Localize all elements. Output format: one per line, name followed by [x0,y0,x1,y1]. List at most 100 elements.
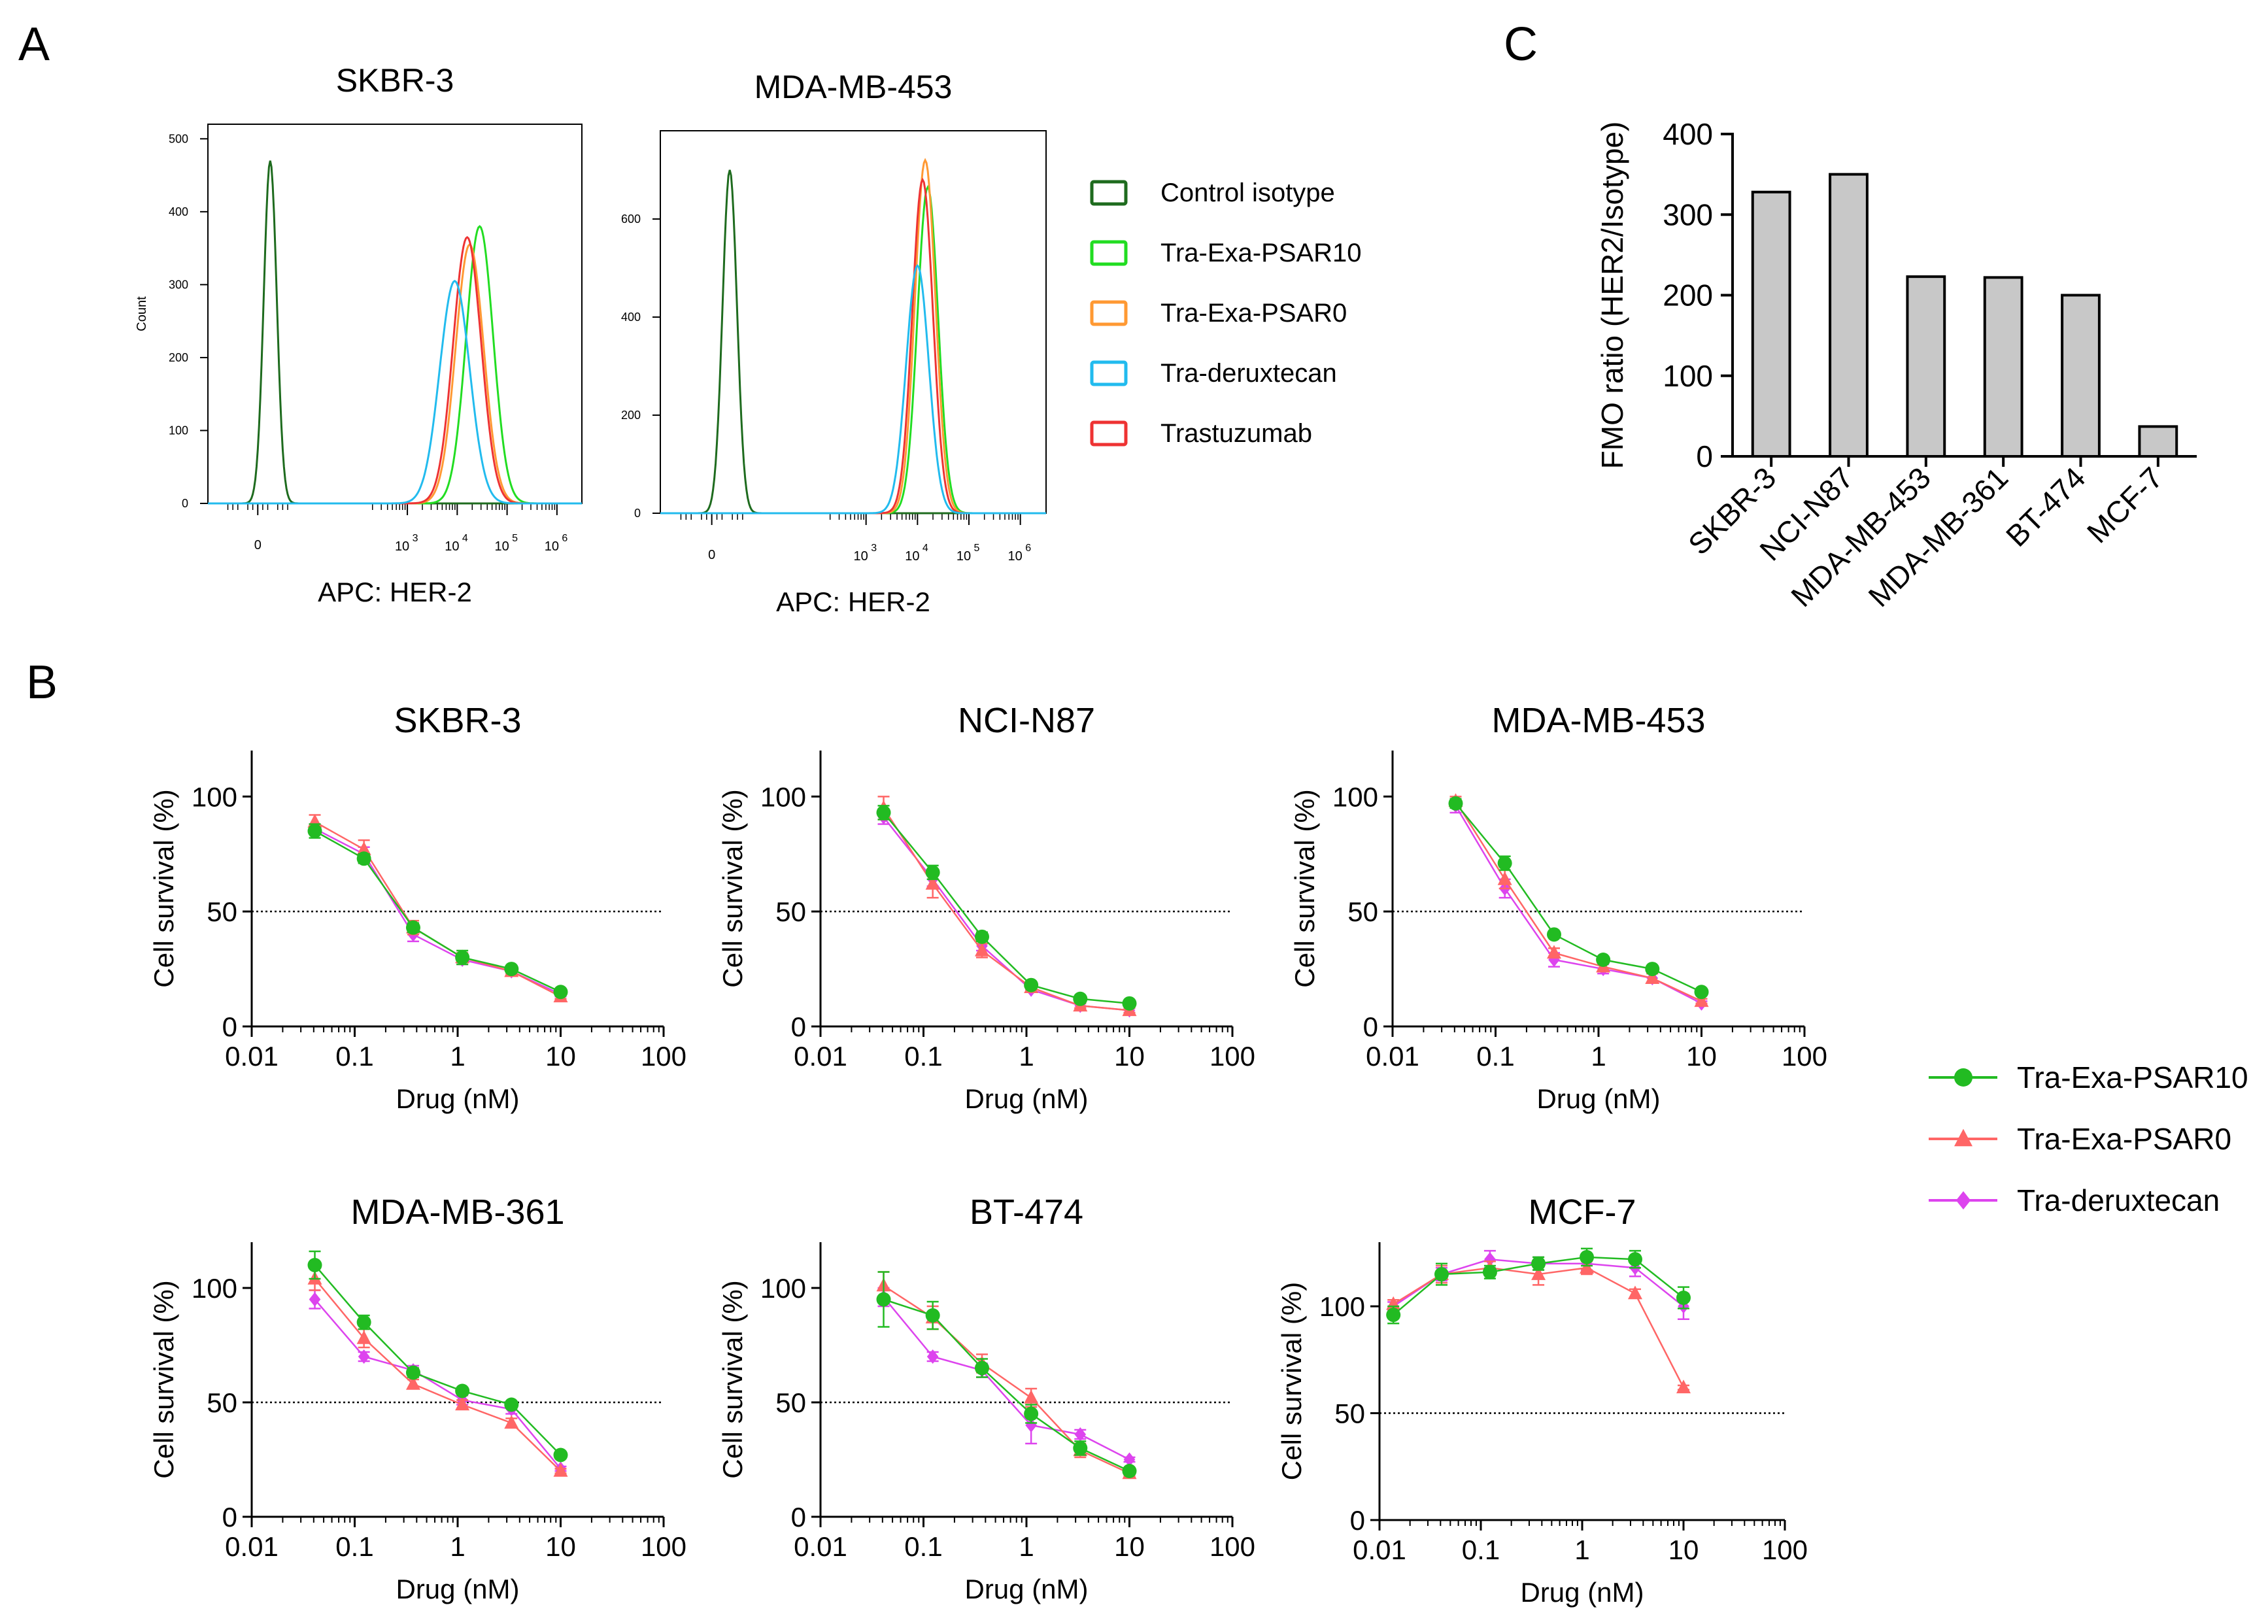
y-tick-label: 50 [1347,896,1378,927]
data-point-circle [1627,1252,1642,1267]
bar [2138,425,2178,458]
data-point-triangle [1546,945,1561,959]
data-point-triangle [356,1330,371,1344]
legend-label: Tra-Exa-PSAR10 [1160,239,1362,267]
x-tick-base: 10 [395,539,409,554]
x-tick-exponent: 4 [462,533,468,544]
y-axis-label: Cell survival (%) [1276,1282,1307,1480]
legend-swatch [1090,420,1128,447]
y-tick-label: 0 [222,1011,237,1042]
dose-response-b6: MCF-7 0 50 100 Cell survival (%) 0.01 0.1 1 10 10… [1276,1193,1808,1608]
x-tick-base: 10 [494,539,509,554]
data-point-triangle [925,875,940,890]
data-point-triangle [1531,1266,1546,1280]
data-point-triangle [1497,871,1512,885]
series-line [1455,800,1702,1002]
x-axis-label: APC: HER-2 [776,586,930,617]
x-tick-label: 1 [450,1041,465,1072]
series-line [883,817,1130,1011]
x-tick-label: 1 [450,1531,465,1562]
histogram-title: SKBR-3 [336,62,454,99]
y-tick-label: 50 [207,896,237,927]
series-line [1455,803,1702,993]
x-tick-label: 0.01 [794,1531,847,1562]
y-tick-label: 100 [192,781,237,812]
x-tick-label: 0.01 [1366,1041,1419,1072]
data-point-triangle [405,1376,420,1390]
dose-response-b1: SKBR-3 0 50 100 Cell survival (%) 0.01 0.1 1 10 1… [148,701,686,1114]
x-tick-base: 10 [545,539,559,554]
x-tick-label: 100 [1762,1534,1808,1565]
data-point-circle [1434,1267,1449,1282]
panel-label-a: A [18,18,50,71]
y-tick-label: 0 [791,1502,806,1532]
plot-title: SKBR-3 [394,701,521,740]
legend-swatch [1090,240,1128,266]
data-point-circle [1596,953,1611,968]
histogram-curve [208,160,582,505]
legend-label: Tra-deruxtecan [2017,1183,2220,1217]
legend-a: Control isotype Tra-Exa-PSAR10 Tra-Exa-PSA… [1090,178,1362,448]
data-point-triangle [1580,1260,1595,1274]
dose-response-b3: MDA-MB-453 0 50 100 Cell survival (%) 0.01 0.1… [1289,701,1827,1114]
x-tick-label: 0.01 [1353,1534,1406,1565]
data-point-circle [1497,856,1512,871]
data-point-circle [1122,996,1137,1011]
data-point-triangle [974,942,989,956]
x-tick-label: 100 [641,1531,686,1562]
data-point-circle [876,805,891,820]
legend-label: Tra-Exa-PSAR0 [2017,1122,2231,1156]
y-tick-label: 100 [1319,1291,1365,1322]
x-tick-label: 100 [1210,1041,1255,1072]
data-point-circle [1546,927,1561,942]
bar [1829,173,1869,458]
x-tick-label: 0.1 [335,1041,373,1072]
y-tick-label: 100 [192,1273,237,1304]
data-point-circle [1645,962,1660,977]
data-point-circle [504,1397,519,1412]
dose-response-b5: BT-474 0 50 100 Cell survival (%) 0.01 0.1 1 10 1… [717,1193,1255,1604]
data-point-circle [974,929,989,944]
histogram-curve [660,169,1046,515]
x-tick-label: 0.1 [1476,1041,1514,1072]
x-tick-label: 0 [254,538,262,552]
x-tick-label: 0.01 [225,1041,279,1072]
data-point-circle [876,1292,891,1307]
x-tick-label: 100 [1782,1041,1827,1072]
data-point-triangle [455,1396,470,1411]
x-tick-label: 100 [1210,1531,1255,1562]
panel-label-b: B [26,656,58,709]
x-tick-label: 0.1 [904,1531,942,1562]
data-point-circle [405,920,420,935]
x-tick-label: 0.01 [225,1531,279,1562]
y-axis-label: Cell survival (%) [148,1280,179,1478]
y-axis-label: Cell survival (%) [1289,789,1320,987]
data-point-circle [1954,1068,1972,1087]
series-line [883,1285,1130,1474]
data-point-triangle [1627,1285,1642,1300]
x-tick-exponent: 5 [974,543,980,554]
series-line [883,812,1130,1005]
x-tick-label: 10 [1114,1531,1145,1562]
dose-response-b4: MDA-MB-361 0 50 100 Cell survival (%) 0.01 0.1… [148,1193,686,1604]
x-tick-base: 10 [1008,549,1023,564]
series-line [883,807,1130,1011]
y-tick-label: 50 [775,896,806,927]
legend-label: Control isotype [1160,178,1335,207]
data-point-circle [1694,985,1709,1000]
legend-label: Tra-Exa-PSAR10 [2017,1060,2248,1094]
plot-title: MDA-MB-453 [1491,701,1705,740]
x-axis-label: Drug (nM) [396,1083,519,1114]
data-point-circle [925,865,940,880]
data-point-circle [553,1447,568,1463]
y-tick-label: 0 [1350,1505,1365,1536]
data-point-diamond [1074,1427,1087,1442]
legend-swatch [1090,360,1128,386]
data-point-circle [1676,1291,1691,1305]
data-point-circle [1122,1464,1137,1478]
data-point-triangle [504,1415,519,1429]
data-point-circle [1073,991,1088,1006]
x-tick-label: 1 [1574,1534,1589,1565]
y-tick-label: 200 [169,351,188,364]
plot-title: NCI-N87 [958,701,1095,740]
